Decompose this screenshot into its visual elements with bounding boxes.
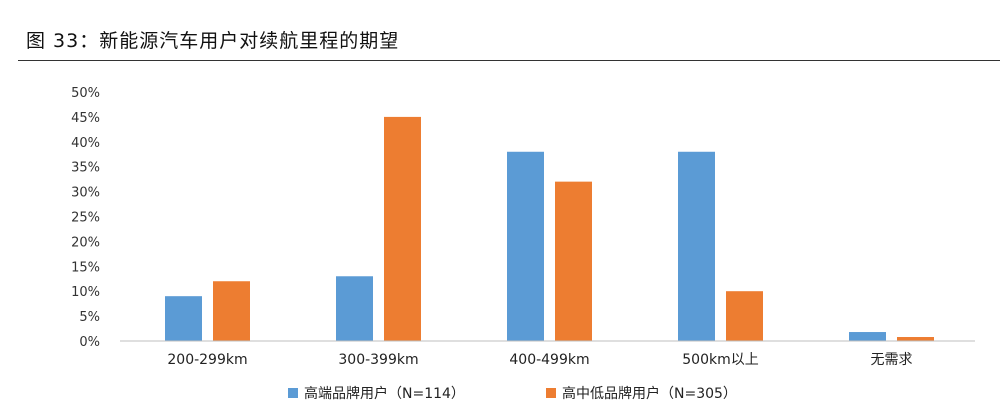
y-tick-label: 50% xyxy=(71,86,100,101)
bar-series1-4 xyxy=(849,332,886,341)
x-category-label: 无需求 xyxy=(871,352,913,368)
x-category-label: 400-499km xyxy=(509,352,589,368)
y-tick-label: 40% xyxy=(71,136,100,151)
y-tick-label: 45% xyxy=(71,111,100,126)
legend-swatch-1 xyxy=(288,388,298,398)
y-tick-label: 10% xyxy=(71,285,100,300)
bar-series2-3 xyxy=(726,291,763,341)
bar-series2-4 xyxy=(897,337,934,341)
x-category-label: 500km以上 xyxy=(682,352,758,368)
figure-caption: 图 33：新能源汽车用户对续航里程的期望 xyxy=(26,30,400,52)
legend-swatch-2 xyxy=(546,388,556,398)
y-tick-label: 0% xyxy=(79,335,100,350)
y-axis-ticks: 0% 5% 10% 15% 20% 25% 30% 35% 40% 45% 50% xyxy=(71,86,100,350)
y-tick-label: 25% xyxy=(71,211,100,226)
caption-rule xyxy=(18,60,1000,61)
x-category-label: 200-299km xyxy=(167,352,247,368)
legend-label-1: 高端品牌用户（N=114） xyxy=(304,385,465,402)
bar-series2-0 xyxy=(213,281,250,341)
y-tick-label: 35% xyxy=(71,161,100,176)
y-tick-label: 20% xyxy=(71,235,100,250)
bar-series1-0 xyxy=(165,296,202,341)
x-category-label: 300-399km xyxy=(338,352,418,368)
y-tick-label: 15% xyxy=(71,260,100,275)
x-axis-categories: 200-299km 300-399km 400-499km 500km以上 无需求 xyxy=(167,352,912,368)
legend-label-2: 高中低品牌用户（N=305） xyxy=(562,385,737,402)
bar-series1-3 xyxy=(678,151,715,341)
bar-series2-2 xyxy=(555,181,592,341)
bar-series1-2 xyxy=(507,151,544,341)
legend: 高端品牌用户（N=114） 高中低品牌用户（N=305） xyxy=(288,385,737,402)
bars xyxy=(165,116,934,342)
bar-series2-1 xyxy=(384,116,421,342)
y-tick-label: 5% xyxy=(79,310,100,325)
bar-series1-1 xyxy=(336,276,373,341)
y-tick-label: 30% xyxy=(71,186,100,201)
